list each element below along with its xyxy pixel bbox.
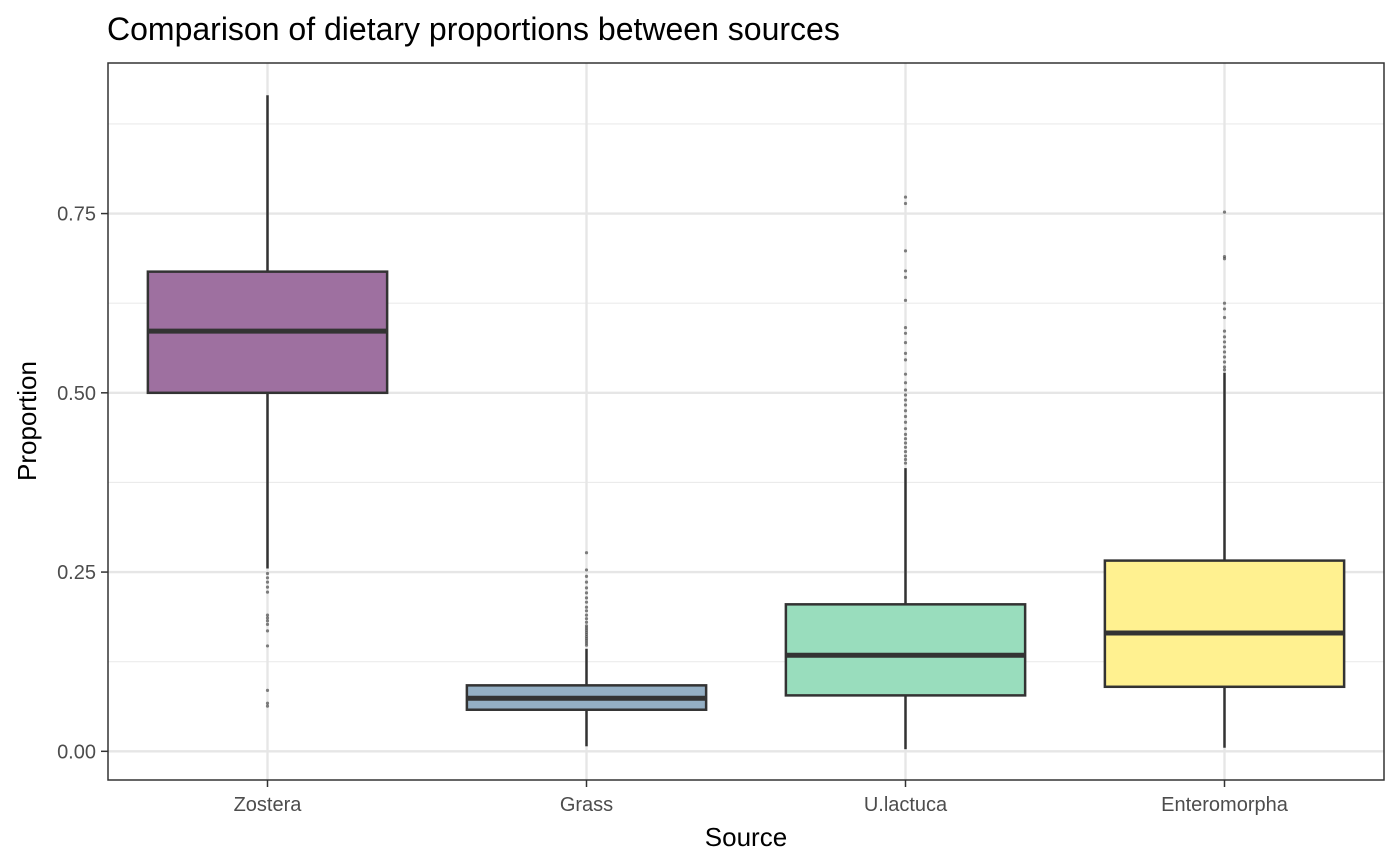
outlier-point [1222,335,1227,339]
outlier-point [265,571,270,576]
outlier-point [584,591,589,595]
iqr-box [1103,559,1346,689]
box-enteromorpha [1103,210,1346,748]
outlier-point [1222,350,1227,354]
outlier-point [903,249,908,253]
outlier-point [1222,307,1227,311]
outlier-point [903,298,908,302]
outlier-point [584,586,589,590]
y-tick-label: 0.75 [57,204,96,226]
x-tick-label: Zostera [234,794,303,816]
outlier-point [584,574,589,578]
box-zostera [146,95,389,708]
outlier-point [903,414,908,419]
outlier-point [903,427,908,431]
outlier-point [903,398,908,402]
outlier-point [584,600,589,604]
x-tick-label: Grass [560,794,613,816]
y-tick-label: 0.50 [57,383,96,405]
outlier-point [584,605,589,609]
outlier-point [265,616,270,620]
outlier-point [1222,365,1227,369]
outlier-point [903,437,908,441]
outlier-point [265,629,270,633]
y-axis-title: Proportion [12,361,42,481]
outlier-point [903,388,908,392]
outlier-point [903,450,908,454]
outlier-point [584,643,589,647]
outlier-point [1222,257,1227,261]
outlier-point [903,269,908,273]
outlier-point [903,381,908,385]
outlier-point [1222,345,1227,349]
chart-title: Comparison of dietary proportions betwee… [107,11,840,47]
outlier-point [903,454,908,458]
x-axis: Zostera Grass U.lactuca Enteromorpha [234,780,1289,816]
outlier-point [265,613,270,617]
outlier-point [1222,210,1227,214]
outlier-point [903,372,908,376]
outlier-point [903,403,908,407]
outlier-point [903,457,908,462]
outlier-point [903,331,908,335]
outlier-point [584,580,589,584]
panel-border [107,62,1385,781]
y-axis: 0.00 0.25 0.50 0.75 [57,204,108,763]
outlier-point [1222,315,1227,320]
outlier-point [265,580,270,584]
outlier-point [1222,355,1227,359]
outlier-point [265,622,270,627]
outlier-point [1222,360,1227,364]
outlier-point [903,201,908,206]
outlier-point [903,358,908,362]
box-ulactuca [784,195,1027,750]
outlier-point [1222,368,1227,372]
outlier-point [584,617,589,621]
outlier-point [903,325,908,330]
outlier-point [265,688,270,692]
outlier-point [903,432,908,437]
outlier-point [584,609,589,613]
outlier-point [265,585,270,589]
outlier-point [265,701,270,705]
boxes-layer [146,95,1346,750]
outlier-point [265,576,270,580]
outlier-point [584,613,589,617]
outlier-point [903,195,908,199]
outlier-point [1222,301,1227,305]
outlier-point [584,596,589,600]
y-tick-label: 0.00 [57,741,96,763]
box-grass [465,551,708,747]
outlier-point [903,275,908,279]
outlier-point [903,420,908,424]
outlier-point [903,351,908,355]
x-tick-label: Enteromorpha [1161,794,1289,816]
outlier-point [265,619,270,623]
outlier-point [903,409,908,413]
outlier-point [903,445,908,449]
outlier-point [903,441,908,445]
outlier-point [1222,340,1227,344]
x-tick-label: U.lactuca [864,794,948,816]
y-tick-label: 0.25 [57,562,96,584]
outlier-point [1222,329,1227,333]
outlier-point [584,551,589,555]
outlier-point [584,568,589,572]
outlier-point [265,590,270,594]
outlier-point [265,704,270,708]
outlier-point [903,461,908,465]
outlier-point [903,341,908,345]
iqr-box [784,603,1027,697]
outlier-point [903,393,908,397]
outlier-point [265,644,270,648]
x-axis-title: Source [705,822,787,852]
outlier-point [584,620,589,624]
